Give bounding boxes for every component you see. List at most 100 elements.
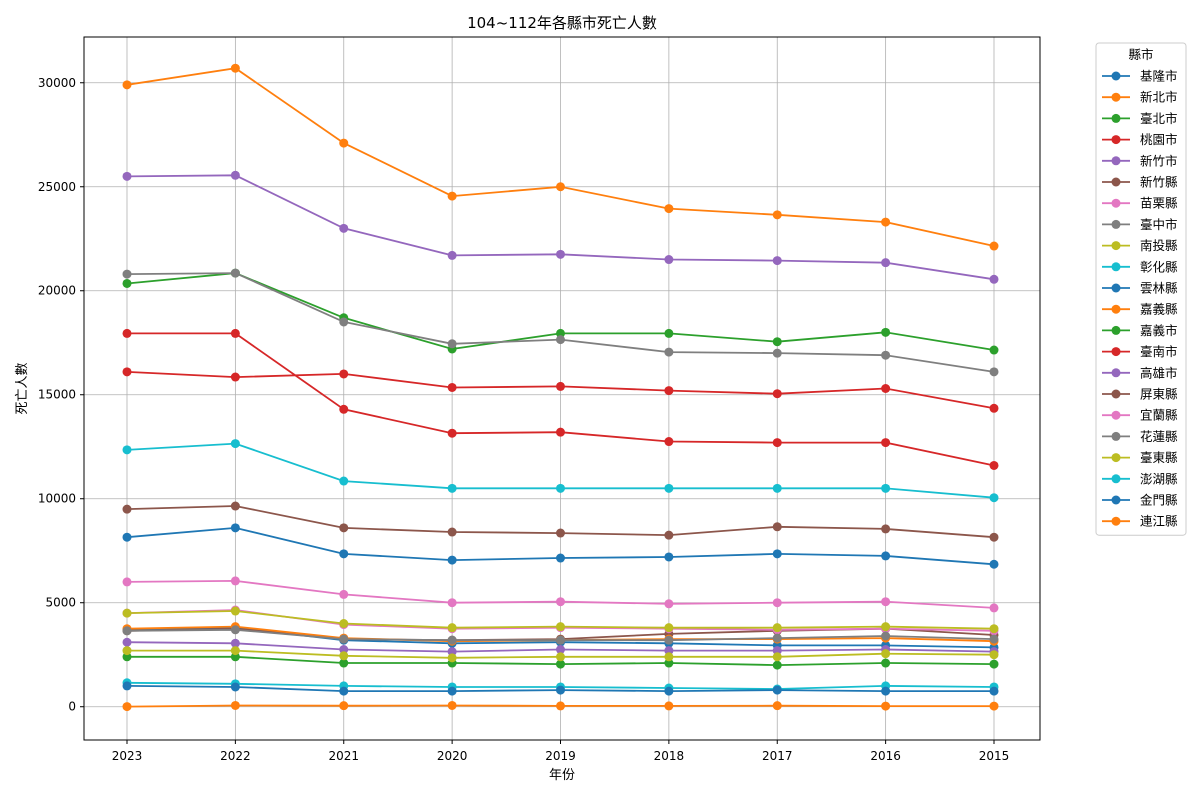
data-point	[881, 658, 891, 668]
legend-label: 新竹市	[1140, 153, 1178, 168]
y-tick-label: 10000	[38, 492, 76, 506]
legend-marker	[1111, 495, 1121, 505]
series-臺東縣	[122, 646, 999, 663]
data-point	[989, 532, 999, 542]
legend-marker	[1111, 431, 1121, 441]
data-point	[556, 483, 565, 493]
data-point	[772, 701, 782, 711]
data-point	[122, 646, 132, 656]
data-point	[447, 647, 457, 657]
data-point	[447, 527, 457, 537]
data-point	[664, 599, 674, 609]
legend-label: 嘉義市	[1140, 323, 1178, 338]
data-point	[447, 382, 457, 392]
data-point	[664, 530, 674, 540]
legend-label: 臺中市	[1140, 217, 1178, 232]
y-tick-label: 25000	[38, 180, 76, 194]
legend-marker	[1111, 71, 1121, 81]
data-point	[881, 258, 891, 268]
data-point	[881, 686, 891, 696]
legend-label: 屏東縣	[1140, 387, 1178, 402]
legend-entry: 新竹市	[1102, 153, 1178, 168]
data-point	[881, 483, 891, 493]
legend-entry: 臺北市	[1102, 111, 1178, 126]
data-point	[664, 552, 674, 562]
series-彰化縣	[122, 439, 999, 503]
data-point	[447, 598, 457, 608]
legend-label: 新北市	[1140, 90, 1178, 105]
x-tick-label: 2022	[220, 749, 251, 763]
data-point	[447, 483, 457, 493]
data-point	[772, 438, 782, 448]
legend-entry: 宜蘭縣	[1102, 408, 1178, 423]
x-tick-label: 2015	[979, 749, 1010, 763]
data-point	[881, 622, 891, 632]
data-point	[664, 386, 674, 396]
data-point	[230, 170, 240, 180]
legend-entry: 嘉義市	[1102, 323, 1178, 338]
legend-entry: 苗栗縣	[1102, 196, 1178, 211]
legend-label: 高雄市	[1140, 365, 1178, 380]
data-point	[556, 597, 565, 607]
legend-label: 桃園市	[1140, 132, 1178, 147]
series-雲林縣	[122, 523, 999, 569]
x-tick-label: 2023	[112, 749, 143, 763]
data-point	[881, 217, 891, 227]
data-point	[122, 702, 132, 712]
plot-frame	[83, 36, 1041, 741]
data-point	[881, 384, 891, 393]
legend-label: 南投縣	[1140, 238, 1178, 253]
data-point	[989, 650, 999, 660]
x-tick-label: 2017	[762, 749, 793, 763]
legend-label: 新竹縣	[1140, 175, 1178, 190]
data-point	[772, 522, 782, 532]
legend-entry: 嘉義縣	[1102, 302, 1178, 317]
data-point	[447, 428, 457, 438]
data-point	[989, 659, 999, 669]
data-point	[230, 328, 240, 338]
legend-entry: 連江縣	[1102, 514, 1178, 529]
series-臺北市	[122, 268, 999, 355]
data-point	[772, 646, 782, 656]
data-point	[989, 274, 999, 284]
legend-marker	[1111, 368, 1121, 378]
data-point	[339, 658, 349, 668]
data-point	[989, 241, 999, 251]
data-point	[989, 345, 999, 355]
data-point	[664, 437, 674, 447]
y-tick-label: 15000	[38, 388, 76, 402]
data-point	[122, 445, 132, 455]
data-point	[447, 653, 457, 663]
x-tick-label: 2016	[870, 749, 901, 763]
data-point	[122, 637, 132, 647]
data-point	[556, 528, 565, 538]
legend-entry: 彰化縣	[1102, 259, 1178, 274]
data-point	[230, 523, 240, 533]
legend: 縣市 基隆市新北市臺北市桃園市新竹市新竹縣苗栗縣臺中市南投縣彰化縣雲林縣嘉義縣嘉…	[1095, 42, 1187, 536]
data-point	[772, 660, 782, 670]
data-point	[447, 700, 457, 710]
x-axis-label: 年份	[549, 768, 575, 783]
legend-marker	[1111, 304, 1121, 314]
data-point	[556, 553, 565, 563]
legend-marker	[1111, 347, 1121, 357]
legend-entry: 高雄市	[1102, 365, 1178, 380]
legend-entry: 南投縣	[1102, 238, 1178, 253]
y-tick-label: 0	[68, 700, 76, 714]
data-point	[122, 80, 132, 90]
data-point	[339, 369, 349, 379]
data-point	[881, 438, 891, 448]
x-tick-label: 2018	[654, 749, 685, 763]
series-連江縣	[122, 700, 999, 712]
legend-marker	[1111, 198, 1121, 208]
legend-label: 苗栗縣	[1140, 196, 1178, 211]
data-point	[556, 645, 565, 655]
data-point	[772, 483, 782, 493]
data-point	[230, 646, 240, 656]
data-point	[664, 255, 674, 265]
data-point	[556, 622, 565, 632]
legend-entry: 臺南市	[1102, 344, 1178, 359]
data-point	[230, 63, 240, 73]
data-point	[230, 439, 240, 449]
legend-marker	[1111, 453, 1121, 463]
